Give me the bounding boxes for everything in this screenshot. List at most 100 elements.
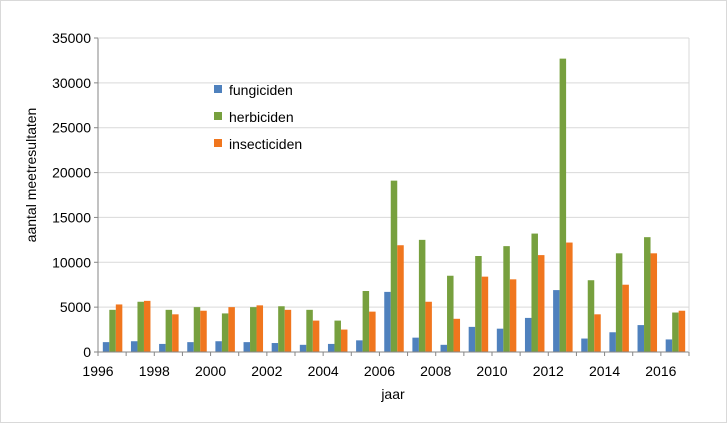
bar-insecticiden-2016: [678, 310, 686, 352]
bar-herbiciden-2003: [306, 309, 313, 352]
bar-herbiciden-1997: [137, 301, 144, 352]
bar-herbiciden-2013: [587, 280, 595, 352]
bar-insecticiden-1997: [143, 300, 151, 352]
bar-fungiciden-2000: [215, 341, 222, 352]
bar-insecticiden-1996: [115, 304, 123, 352]
x-axis-label: jaar: [380, 386, 405, 402]
bar-fungiciden-2007: [412, 337, 419, 352]
y-tick-label: 5000: [60, 299, 91, 315]
bar-insecticiden-2009: [481, 276, 489, 352]
bar-insecticiden-2005: [369, 311, 376, 352]
x-tick-label: 2010: [476, 363, 507, 379]
bar-insecticiden-2013: [594, 314, 601, 352]
x-tick-label: 2004: [308, 363, 339, 379]
bar-fungiciden-2008: [440, 344, 448, 352]
bar-fungiciden-2003: [299, 344, 307, 352]
legend-label: herbiciden: [229, 109, 294, 125]
bar-fungiciden-2004: [327, 343, 335, 352]
y-tick-label: 35000: [52, 30, 91, 46]
bar-herbiciden-1999: [193, 307, 201, 352]
bar-fungiciden-2005: [356, 340, 363, 352]
x-tick-label: 2002: [251, 363, 282, 379]
bar-insecticiden-2006: [397, 245, 404, 352]
bar-herbiciden-2008: [447, 275, 454, 352]
bar-herbiciden-2006: [390, 180, 398, 352]
bar-fungiciden-2015: [637, 325, 645, 352]
bar-herbiciden-1996: [109, 309, 116, 352]
bar-fungiciden-1997: [130, 341, 138, 352]
bar-insecticiden-2001: [256, 305, 264, 352]
bar-fungiciden-1998: [159, 343, 166, 352]
legend-label: fungiciden: [229, 82, 293, 98]
x-tick-label: 1996: [82, 363, 113, 379]
legend-swatch: [214, 139, 222, 147]
bar-insecticiden-2003: [312, 320, 320, 352]
bar-herbiciden-2001: [250, 307, 257, 352]
bar-herbiciden-2009: [475, 256, 482, 352]
legend: fungiciden herbiciden insecticiden: [214, 82, 302, 152]
bar-herbiciden-2002: [278, 306, 285, 352]
bar-herbiciden-1998: [165, 309, 173, 352]
bar-insecticiden-2000: [228, 307, 235, 352]
bar-fungiciden-2014: [609, 332, 616, 352]
bar-insecticiden-2008: [453, 318, 461, 352]
bar-herbiciden-2010: [503, 246, 510, 352]
x-tick-labels: 1996 1998 2000 2002 2004 2006 2008 2010 2012 2014…: [82, 363, 676, 379]
x-tick-label: 2014: [589, 363, 620, 379]
legend-item-herbiciden: herbiciden: [214, 109, 294, 125]
bar-fungiciden-1999: [187, 342, 194, 352]
x-tick-label: 2012: [533, 363, 564, 379]
bar-herbiciden-2014: [615, 253, 623, 352]
legend-item-insecticiden: insecticiden: [214, 136, 302, 152]
bar-fungiciden-2013: [581, 338, 588, 352]
bar-insecticiden-2002: [284, 309, 292, 352]
bar-herbiciden-2004: [334, 320, 341, 352]
legend-swatch: [214, 85, 222, 93]
bar-insecticiden-2004: [340, 329, 348, 352]
bar-fungiciden-2009: [468, 326, 476, 352]
y-tick-label: 10000: [52, 254, 91, 270]
x-tick-label: 2006: [364, 363, 395, 379]
bar-fungiciden-2012: [553, 290, 560, 352]
bar-fungiciden-1996: [102, 342, 110, 352]
x-tick-label: 2000: [195, 363, 226, 379]
bar-fungiciden-2010: [496, 328, 504, 352]
bars: [102, 58, 686, 353]
bar-insecticiden-2015: [650, 253, 658, 352]
bar-insecticiden-2014: [622, 284, 629, 352]
bar-insecticiden-1998: [172, 314, 179, 352]
bar-insecticiden-2010: [509, 279, 517, 352]
axes: [94, 37, 690, 356]
y-tick-label: 30000: [52, 75, 91, 91]
bar-herbiciden-2005: [362, 290, 370, 352]
bar-insecticiden-2007: [425, 301, 432, 352]
x-tick-label: 2008: [420, 363, 451, 379]
bar-herbiciden-2000: [221, 313, 229, 352]
bar-herbiciden-2012: [559, 58, 567, 353]
bar-herbiciden-2007: [418, 239, 426, 352]
bar-herbiciden-2011: [531, 233, 538, 352]
y-tick-label: 15000: [52, 209, 91, 225]
bar-fungiciden-2006: [384, 291, 391, 352]
legend-item-fungiciden: fungiciden: [214, 82, 293, 98]
bar-insecticiden-2012: [566, 242, 573, 352]
y-tick-label: 25000: [52, 120, 91, 136]
bar-insecticiden-1999: [200, 310, 207, 352]
bar-herbiciden-2016: [672, 312, 679, 352]
bar-insecticiden-2011: [537, 255, 545, 352]
bar-fungiciden-2002: [271, 343, 279, 352]
y-tick-labels: 0 5000 10000 15000 20000 25000 30000 35000: [52, 30, 91, 360]
bar-fungiciden-2001: [243, 342, 251, 352]
y-tick-label: 20000: [52, 165, 91, 181]
y-tick-label: 0: [83, 344, 91, 360]
bar-fungiciden-2011: [524, 317, 532, 352]
bar-fungiciden-2016: [665, 339, 673, 352]
x-tick-label: 2016: [645, 363, 676, 379]
bar-herbiciden-2015: [644, 237, 651, 352]
x-tick-label: 1998: [139, 363, 170, 379]
legend-swatch: [214, 112, 222, 120]
legend-label: insecticiden: [229, 136, 302, 152]
y-axis-label: aantal meetresultaten: [23, 108, 39, 243]
